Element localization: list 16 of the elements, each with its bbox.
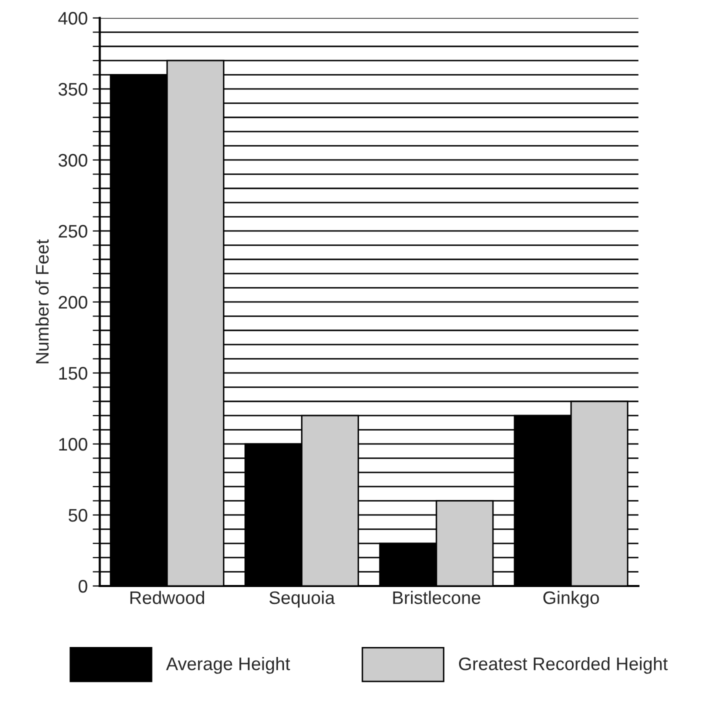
x-tick-label: Sequoia bbox=[269, 590, 335, 608]
y-tick-label: 50 bbox=[68, 508, 88, 522]
y-tick-label: 300 bbox=[58, 154, 88, 167]
y-tick-label: 350 bbox=[58, 82, 88, 96]
y-tick-label: 150 bbox=[59, 366, 88, 380]
y-tick-label: 250 bbox=[58, 224, 88, 238]
x-tick-label: Ginkgo bbox=[543, 590, 599, 608]
y-tick-label: 400 bbox=[58, 12, 88, 25]
y-tick-label: 0 bbox=[78, 580, 88, 593]
legend-label: Average Height bbox=[166, 656, 290, 674]
x-tick-label: Bristlecone bbox=[393, 590, 480, 604]
legend-label: Greatest Recorded Height bbox=[459, 656, 668, 674]
y-tick-label: 200 bbox=[58, 296, 88, 309]
y-axis-title: Number of Feet bbox=[35, 239, 49, 364]
x-tick-label: Redwood bbox=[130, 590, 204, 604]
y-tick-label: 100 bbox=[59, 438, 88, 451]
